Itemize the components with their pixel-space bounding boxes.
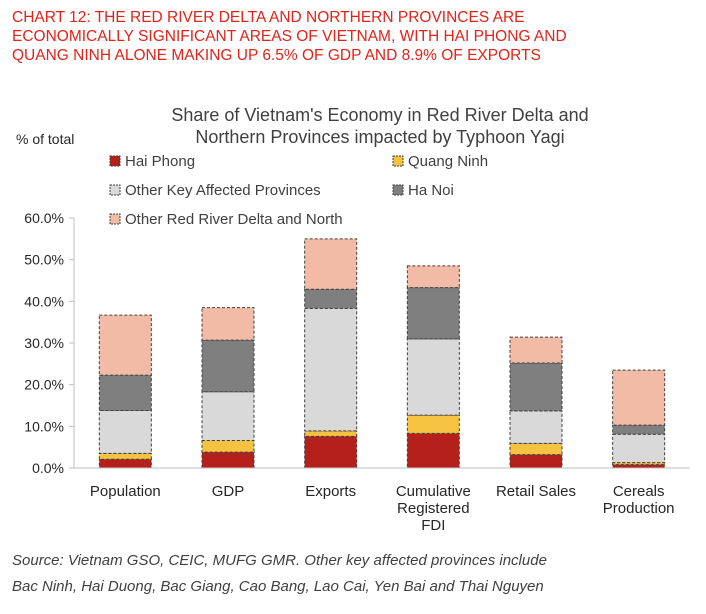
bar-segment	[509, 454, 563, 469]
y-tick-label: 40.0%	[24, 293, 64, 309]
bar-segment	[304, 288, 358, 309]
bar-segment	[304, 430, 358, 437]
bar-segment	[98, 374, 152, 412]
x-tick-label: GDP	[212, 483, 245, 500]
bar-segment	[406, 265, 460, 289]
bar-segment	[612, 433, 666, 464]
bar-segment	[304, 238, 358, 290]
bar-segment	[304, 307, 358, 432]
headline-line-2: ECONOMICALLY SIGNIFICANT AREAS OF VIETNA…	[12, 28, 567, 45]
x-tick-label: Retail Sales	[496, 483, 576, 500]
y-axis-label: % of total	[16, 131, 75, 147]
x-tick-label: Exports	[305, 483, 356, 500]
legend-swatch	[392, 184, 404, 196]
bar-segment	[406, 432, 460, 469]
legend-label: Hai Phong	[125, 153, 195, 170]
legend-label: Other Key Affected Provinces	[125, 182, 321, 199]
y-tick-label: 10.0%	[24, 418, 64, 434]
source-line-2: Bac Ninh, Hai Duong, Bac Giang, Cao Bang…	[12, 578, 544, 595]
x-tick-label: Cumulative	[396, 483, 471, 500]
source-note: Source: Vietnam GSO, CEIC, MUFG GMR. Oth…	[12, 548, 702, 600]
bar-segment	[201, 391, 255, 441]
bar-segment	[406, 338, 460, 416]
x-tick-label: Production	[603, 500, 675, 517]
bar-segment	[98, 410, 152, 454]
y-tick-label: 30.0%	[24, 335, 64, 351]
chart-headline: CHART 12: THE RED RIVER DELTA AND NORTHE…	[12, 8, 702, 65]
source-line-1: Source: Vietnam GSO, CEIC, MUFG GMR. Oth…	[12, 552, 547, 569]
y-tick-label: 60.0%	[24, 210, 64, 226]
chart-title-line-1: Share of Vietnam's Economy in Red River …	[171, 105, 589, 125]
x-tick-label: Population	[90, 483, 161, 500]
legend-label: Ha Noi	[408, 182, 454, 199]
bar-segment	[509, 362, 563, 412]
bar-segment	[98, 452, 152, 460]
stacked-bar-chart: 0.0% 10.0% 20.0% 30.0% 40.0% 50.0% 60.0% Popula…	[24, 153, 690, 534]
y-tick-label: 0.0%	[32, 460, 64, 476]
bar-segment	[201, 339, 255, 393]
bar-segment	[201, 451, 255, 469]
x-tick-label: Cereals	[613, 483, 665, 500]
bar-segment	[509, 410, 563, 444]
legend-swatch	[109, 155, 121, 167]
bar-segment	[201, 440, 255, 453]
bar-segment	[98, 458, 152, 469]
bar-segment	[406, 287, 460, 340]
bar-segment	[98, 314, 152, 376]
bar-segment	[304, 435, 358, 469]
headline-line-3: QUANG NINH ALONE MAKING UP 6.5% OF GDP A…	[12, 47, 541, 64]
x-tick-label: Registered	[397, 500, 470, 517]
bar-segment	[509, 442, 563, 456]
legend-swatch	[392, 155, 404, 167]
bar-segment	[509, 336, 563, 364]
y-tick-label: 50.0%	[24, 252, 64, 268]
headline-line-1: CHART 12: THE RED RIVER DELTA AND NORTHE…	[12, 9, 525, 26]
legend-swatch	[109, 213, 121, 225]
legend-label: Other Red River Delta and North	[125, 211, 343, 228]
legend-label: Quang Ninh	[408, 153, 488, 170]
bar-segment	[612, 424, 666, 435]
legend-swatch	[109, 184, 121, 196]
x-tick-label: FDI	[421, 517, 445, 534]
chart-title-line-2: Northern Provinces impacted by Typhoon Y…	[195, 127, 565, 147]
bar-segment	[406, 414, 460, 434]
y-tick-label: 20.0%	[24, 377, 64, 393]
bar-segment	[201, 307, 255, 341]
bar-segment	[612, 369, 666, 426]
chart-title: Share of Vietnam's Economy in Red River …	[100, 104, 660, 148]
